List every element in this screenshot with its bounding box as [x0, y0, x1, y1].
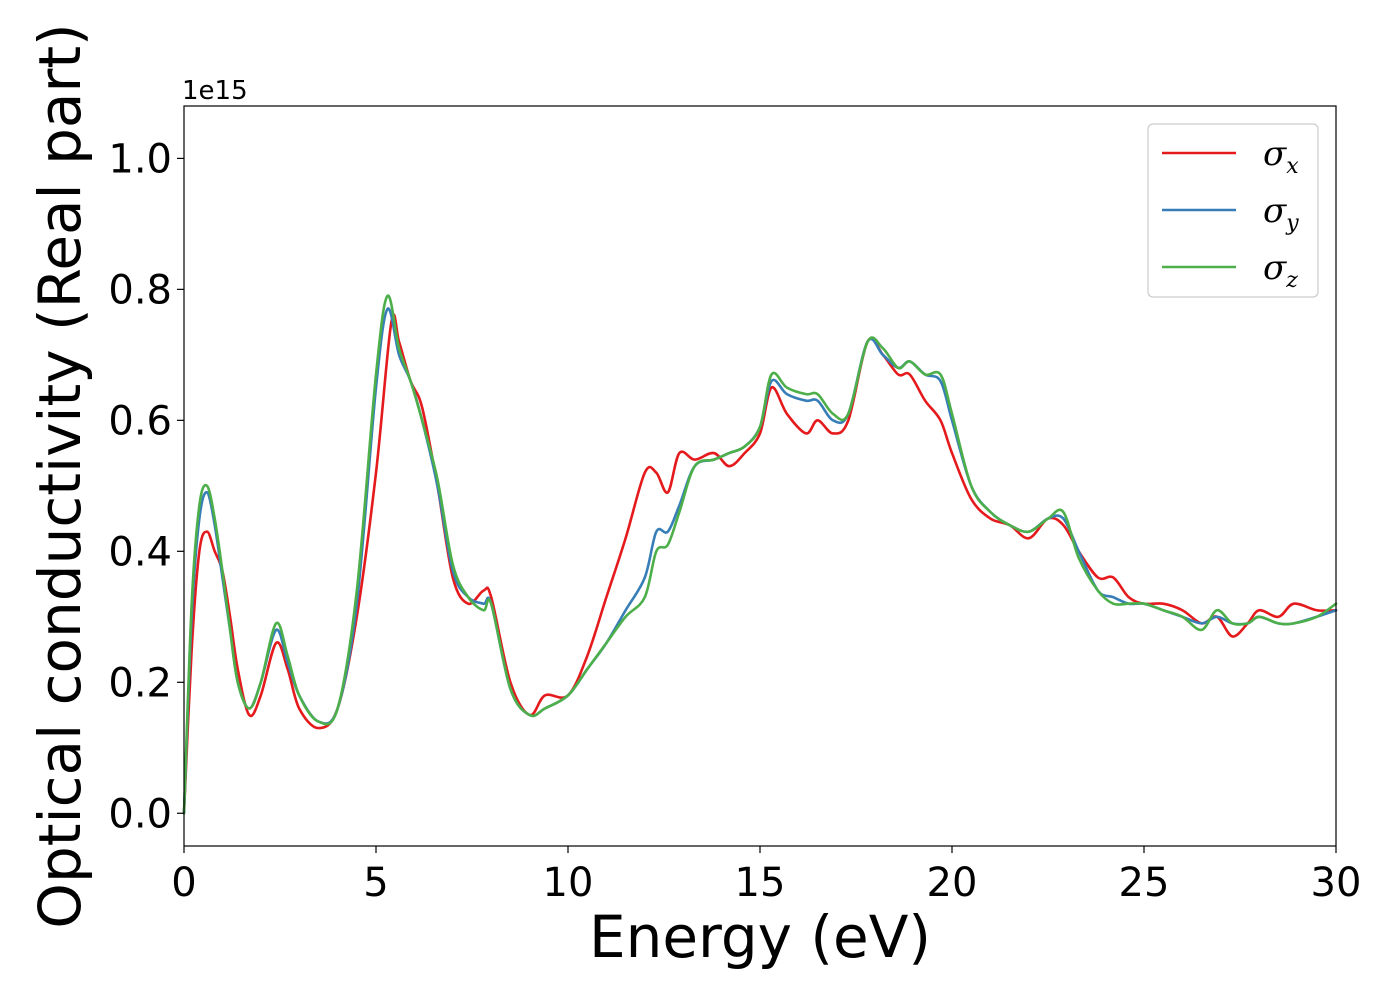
y-axis-offset-label: 1e15	[182, 76, 248, 106]
y-tick-label: 1.0	[108, 136, 172, 182]
legend-label-y: σy	[1263, 191, 1299, 236]
x-tick-label: 10	[543, 860, 594, 906]
series-line-z	[182, 294, 1338, 815]
x-tick-label: 20	[927, 860, 978, 906]
y-axis-label: Optical conductivity (Real part)	[26, 23, 94, 928]
series-layer	[182, 294, 1338, 815]
y-tick-label: 0.6	[108, 398, 172, 444]
y-axis-ticks: 0.0 0.2 0.4 0.6 0.8 1.0	[108, 136, 184, 837]
y-tick-label: 0.0	[108, 791, 172, 837]
x-tick-label: 15	[735, 860, 786, 906]
x-tick-label: 30	[1311, 860, 1362, 906]
legend-label-z: σz	[1263, 248, 1298, 293]
legend-label-x: σx	[1263, 134, 1299, 179]
series-line-x	[182, 313, 1338, 815]
y-tick-label: 0.2	[108, 660, 172, 706]
x-tick-label: 25	[1119, 860, 1170, 906]
x-tick-label: 0	[171, 860, 196, 906]
x-axis-ticks: 0 5 10 15 20 25 30	[171, 846, 1361, 906]
legend-items: σx σy σz	[1162, 134, 1299, 293]
x-tick-label: 5	[363, 860, 388, 906]
y-tick-label: 0.8	[108, 267, 172, 313]
y-tick-label: 0.4	[108, 529, 172, 575]
legend: σx σy σz	[1147, 123, 1319, 298]
x-axis-label: Energy (eV)	[589, 903, 931, 971]
